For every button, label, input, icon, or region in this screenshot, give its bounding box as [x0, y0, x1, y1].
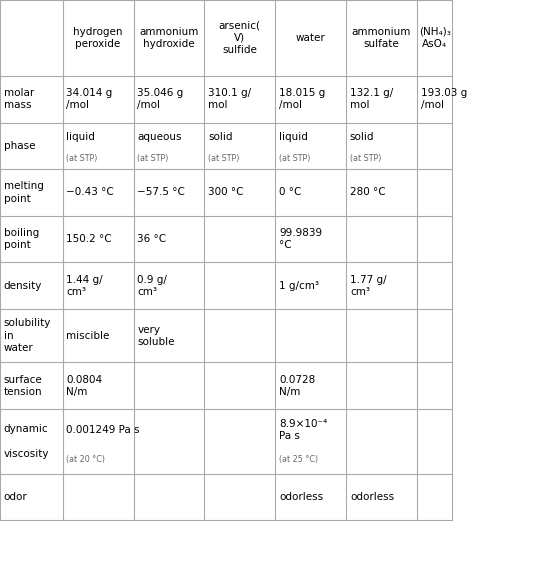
Text: (at STP): (at STP)	[350, 155, 381, 164]
Text: 1 g/cm³: 1 g/cm³	[279, 281, 319, 291]
Text: (NH₄)₃
AsO₄: (NH₄)₃ AsO₄	[419, 27, 451, 49]
Text: 0.9 g/
cm³: 0.9 g/ cm³	[137, 275, 167, 297]
Text: 193.03 g
/mol: 193.03 g /mol	[421, 88, 467, 110]
Text: boiling
point: boiling point	[4, 228, 39, 250]
Text: very
soluble: very soluble	[137, 325, 175, 347]
Text: miscible: miscible	[66, 331, 110, 341]
Text: solubility
in
water: solubility in water	[4, 319, 51, 353]
Text: 0.001249 Pa s: 0.001249 Pa s	[66, 425, 140, 435]
Text: 99.9839
°C: 99.9839 °C	[279, 228, 322, 250]
Text: dynamic

viscosity: dynamic viscosity	[4, 424, 49, 459]
Text: 18.015 g
/mol: 18.015 g /mol	[279, 88, 325, 110]
Text: 0 °C: 0 °C	[279, 188, 301, 197]
Text: 36 °C: 36 °C	[137, 234, 166, 244]
Text: 35.046 g
/mol: 35.046 g /mol	[137, 88, 184, 110]
Text: 1.44 g/
cm³: 1.44 g/ cm³	[66, 275, 103, 297]
Text: melting
point: melting point	[4, 182, 44, 203]
Text: liquid: liquid	[66, 133, 95, 142]
Text: solid: solid	[208, 133, 233, 142]
Text: −57.5 °C: −57.5 °C	[137, 188, 185, 197]
Text: (at STP): (at STP)	[137, 155, 169, 164]
Text: liquid: liquid	[279, 133, 308, 142]
Text: 1.77 g/
cm³: 1.77 g/ cm³	[350, 275, 386, 297]
Text: 300 °C: 300 °C	[208, 188, 244, 197]
Text: 34.014 g
/mol: 34.014 g /mol	[66, 88, 113, 110]
Text: 132.1 g/
mol: 132.1 g/ mol	[350, 88, 393, 110]
Text: aqueous: aqueous	[137, 133, 182, 142]
Text: odorless: odorless	[279, 492, 323, 502]
Text: 150.2 °C: 150.2 °C	[66, 234, 112, 244]
Text: odor: odor	[4, 492, 28, 502]
Text: molar
mass: molar mass	[4, 88, 34, 110]
Text: 280 °C: 280 °C	[350, 188, 385, 197]
Text: (at STP): (at STP)	[279, 155, 311, 164]
Text: (at STP): (at STP)	[208, 155, 240, 164]
Text: (at STP): (at STP)	[66, 155, 98, 164]
Text: arsenic(
V)
sulfide: arsenic( V) sulfide	[219, 21, 261, 55]
Text: 310.1 g/
mol: 310.1 g/ mol	[208, 88, 251, 110]
Text: 8.9×10⁻⁴
Pa s: 8.9×10⁻⁴ Pa s	[279, 419, 328, 441]
Text: 0.0728
N/m: 0.0728 N/m	[279, 375, 316, 397]
Text: 0.0804
N/m: 0.0804 N/m	[66, 375, 102, 397]
Text: ammonium
sulfate: ammonium sulfate	[352, 27, 411, 49]
Text: water: water	[296, 33, 325, 43]
Text: odorless: odorless	[350, 492, 394, 502]
Text: hydrogen
peroxide: hydrogen peroxide	[74, 27, 123, 49]
Text: phase: phase	[4, 141, 35, 151]
Text: (at 25 °C): (at 25 °C)	[279, 455, 318, 464]
Text: solid: solid	[350, 133, 374, 142]
Text: ammonium
hydroxide: ammonium hydroxide	[140, 27, 198, 49]
Text: (at 20 °C): (at 20 °C)	[66, 455, 106, 464]
Text: density: density	[4, 281, 42, 291]
Text: −0.43 °C: −0.43 °C	[66, 188, 114, 197]
Text: surface
tension: surface tension	[4, 375, 43, 397]
